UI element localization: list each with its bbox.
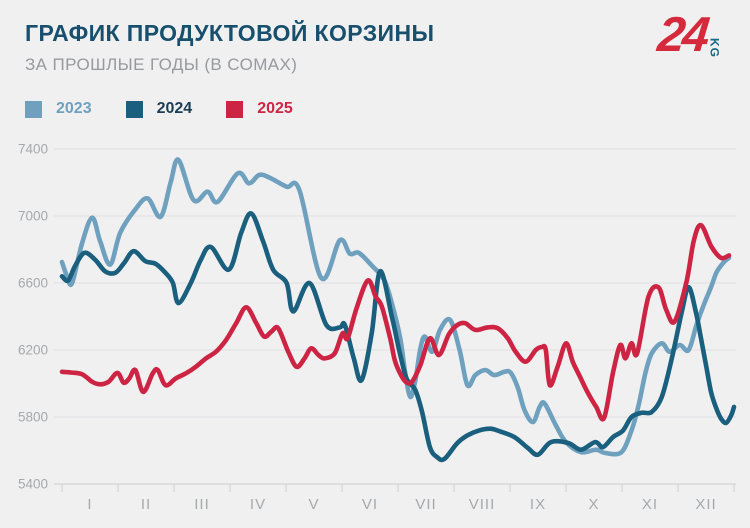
series-2024-line (59, 211, 737, 463)
chart-subtitle: ЗА ПРОШЛЫЕ ГОДЫ (В СОМАХ) (25, 55, 298, 74)
x-axis-label: IX (530, 496, 546, 513)
legend-label-2024: 2024 (156, 100, 193, 117)
legend-item-2023: 2023 (25, 100, 92, 118)
series-2025-line (59, 222, 732, 422)
y-axis-label: 7400 (18, 142, 48, 157)
x-axis-label: X (588, 496, 599, 513)
logo-kg-suffix: KG (707, 38, 722, 58)
y-axis-label: 5800 (18, 410, 48, 425)
legend-swatch-2024 (125, 100, 143, 118)
x-axis-label: VII (415, 496, 436, 513)
legend: 2023 2024 2025 (25, 100, 327, 118)
legend-item-2025: 2025 (226, 100, 293, 118)
x-axis-label: II (141, 496, 151, 513)
y-axis-label: 6200 (18, 343, 48, 358)
y-axis-label: 7000 (18, 209, 48, 224)
legend-item-2024: 2024 (125, 100, 193, 118)
x-axis-label: VI (362, 496, 378, 513)
legend-swatch-2025 (226, 100, 244, 118)
x-axis-label: IV (250, 496, 266, 513)
legend-label-2025: 2025 (257, 100, 293, 117)
y-axis-label: 5400 (18, 477, 48, 492)
logo-number: 24 (655, 8, 710, 62)
x-axis-label: XII (695, 496, 716, 513)
y-axis-label: 6600 (18, 276, 48, 291)
chart-title: ГРАФИК ПРОДУКТОВОЙ КОРЗИНЫ (25, 20, 435, 46)
logo-24kg: 24 KG (655, 8, 722, 62)
legend-label-2023: 2023 (56, 100, 92, 117)
x-axis-label: III (194, 496, 210, 513)
x-axis-label: XI (642, 496, 658, 513)
legend-swatch-2023 (25, 100, 42, 118)
series-2023-line (59, 157, 732, 457)
x-axis-label: V (308, 496, 319, 513)
x-axis-label: I (87, 496, 92, 513)
x-axis-label: VIII (469, 496, 496, 513)
